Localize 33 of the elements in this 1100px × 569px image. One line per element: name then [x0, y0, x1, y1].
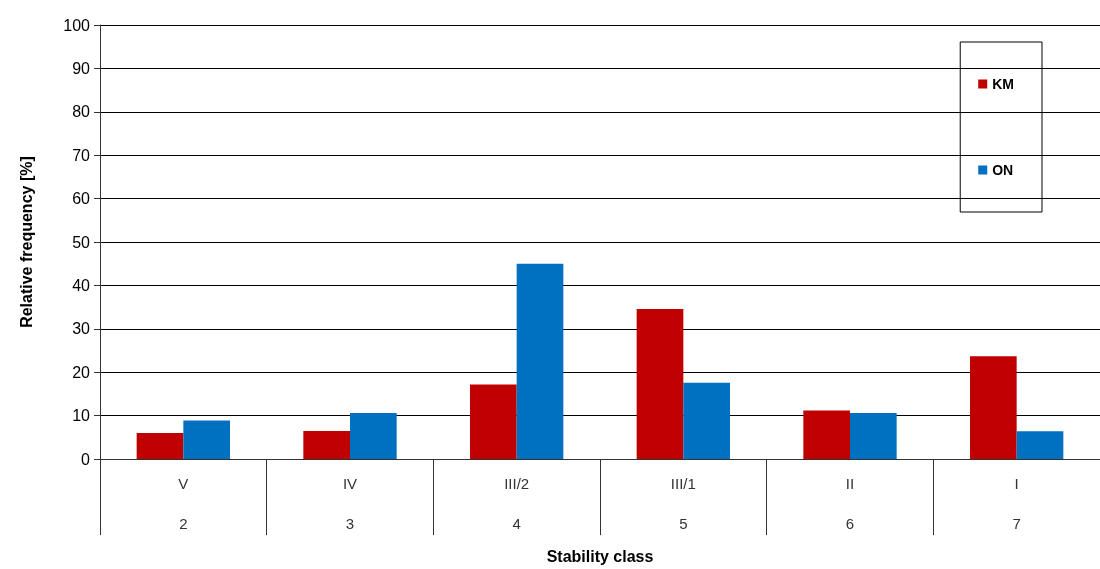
category-label: V 2 — [178, 474, 189, 532]
bar — [850, 413, 897, 460]
bar — [1016, 431, 1064, 460]
bar — [803, 410, 850, 460]
category-label: III/2 4 — [504, 474, 530, 532]
y-tick-label: 70 — [72, 146, 91, 164]
y-tick-label: 20 — [72, 363, 91, 381]
category-label: III/1 5 — [670, 474, 696, 532]
bar — [970, 356, 1017, 460]
bar — [350, 413, 397, 460]
category-label: I 7 — [1012, 474, 1021, 532]
x-axis-title: Stability class — [546, 547, 654, 565]
y-tick-label: 100 — [63, 16, 91, 34]
bar — [183, 420, 230, 460]
y-tick-label: 90 — [72, 59, 91, 77]
bar — [470, 384, 517, 460]
bar — [636, 308, 684, 460]
y-tick-label: 30 — [72, 320, 91, 338]
y-tick-label: 10 — [72, 407, 91, 425]
category-label: IV 3 — [342, 474, 358, 532]
bar — [516, 263, 564, 460]
y-tick-label: 80 — [72, 103, 91, 121]
category-label: II 6 — [845, 474, 855, 532]
y-tick-label: 50 — [72, 233, 91, 251]
y-tick-label: 0 — [81, 450, 91, 468]
legend-label: KM — [992, 76, 1015, 92]
y-axis-title: Relative frequency [%] — [17, 156, 35, 328]
bar — [136, 433, 184, 460]
bar — [683, 382, 730, 460]
bar — [303, 430, 350, 460]
y-tick-label: 40 — [72, 276, 91, 294]
y-tick-label: 60 — [72, 190, 91, 208]
legend-label: ON — [992, 162, 1014, 178]
